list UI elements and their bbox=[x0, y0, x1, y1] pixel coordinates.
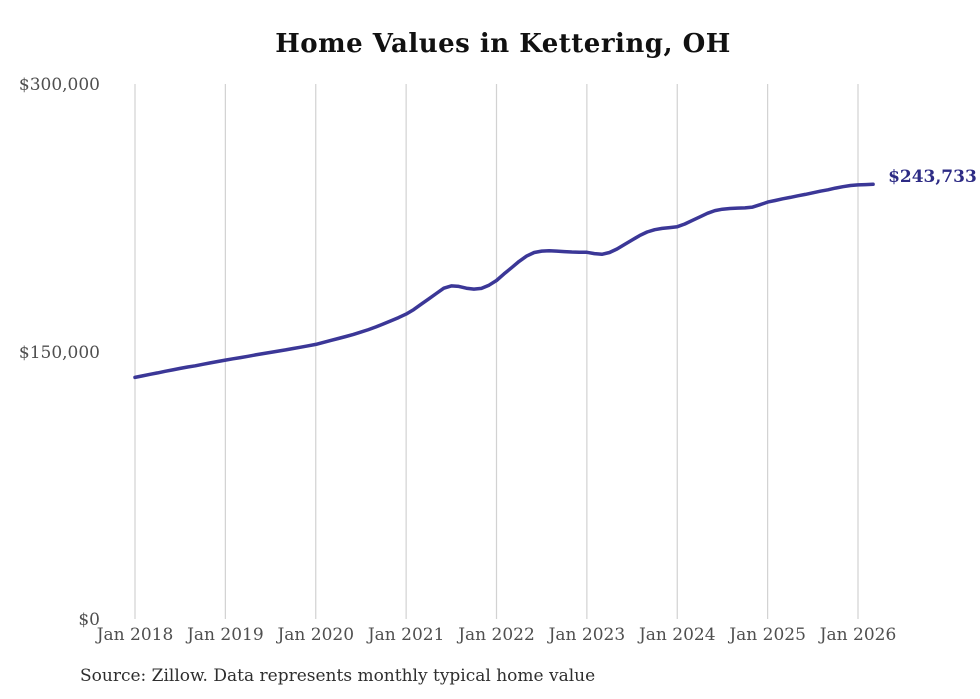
x-tick-label: Jan 2019 bbox=[187, 625, 264, 645]
vertical-gridlines bbox=[134, 84, 859, 619]
x-tick-label: Jan 2018 bbox=[96, 625, 174, 645]
y-tick-label: $300,000 bbox=[18, 75, 100, 95]
x-tick-label: Jan 2025 bbox=[729, 625, 806, 645]
home-value-line-series bbox=[133, 182, 875, 380]
x-tick-label: Jan 2024 bbox=[638, 625, 716, 645]
x-tick-label: Jan 2021 bbox=[367, 625, 445, 645]
x-tick-label: Jan 2022 bbox=[458, 625, 535, 645]
y-tick-label: $0 bbox=[78, 610, 100, 630]
x-tick-label: Jan 2026 bbox=[819, 625, 897, 645]
chart-title: Home Values in Kettering, OH bbox=[275, 29, 731, 59]
x-tick-label: Jan 2020 bbox=[277, 625, 355, 645]
source-note: Source: Zillow. Data represents monthly … bbox=[80, 666, 596, 686]
y-tick-label: $150,000 bbox=[18, 342, 100, 363]
x-tick-label: Jan 2023 bbox=[548, 625, 626, 645]
series-end-value-label: $243,733 bbox=[888, 167, 977, 188]
